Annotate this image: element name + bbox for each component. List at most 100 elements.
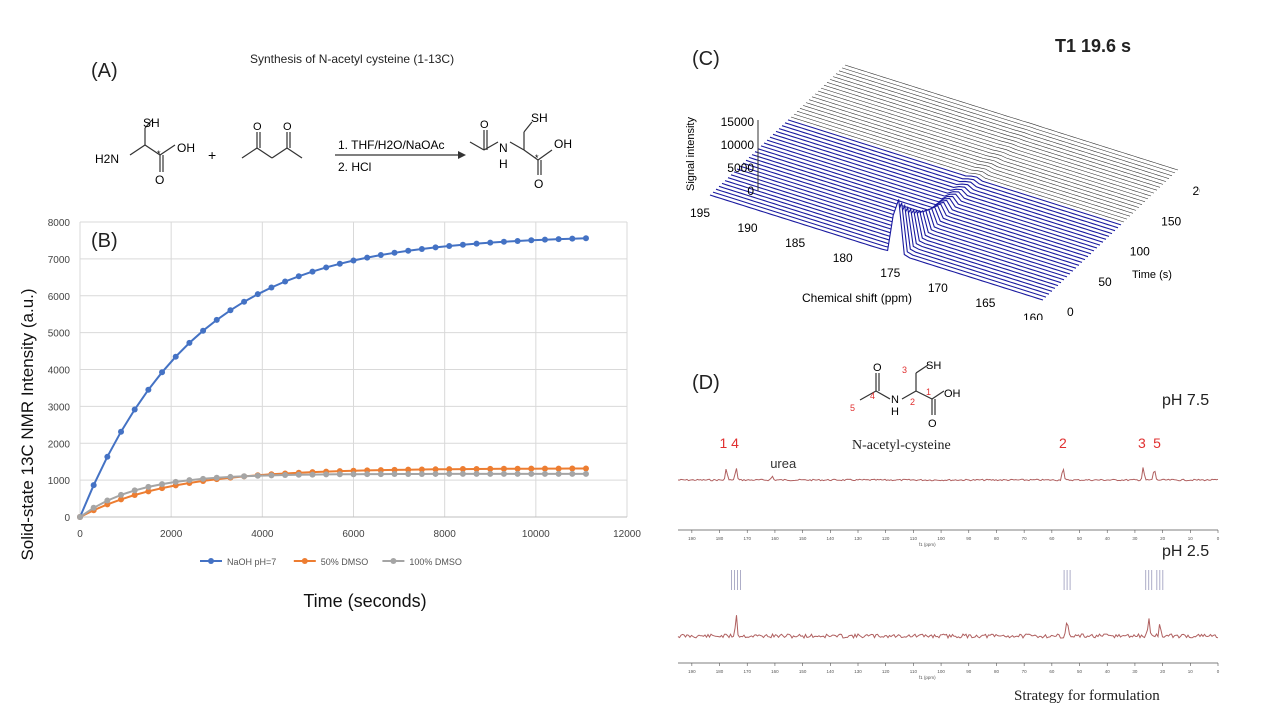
data-point xyxy=(254,472,261,479)
ppm-axis-bottom-tick-label: 190 xyxy=(688,669,696,674)
data-point xyxy=(200,475,207,482)
y-tick-label: 0 xyxy=(64,513,70,524)
data-point xyxy=(159,369,166,376)
spectrum-trace xyxy=(784,122,1119,229)
spectrum-trace xyxy=(772,133,1107,240)
nac-sh: SH xyxy=(531,111,548,125)
ppm-axis-top-tick-label: 80 xyxy=(994,536,1000,541)
atom-num-4: 4 xyxy=(870,391,875,401)
struct-o2: O xyxy=(928,418,937,430)
data-point xyxy=(118,428,125,435)
data-point xyxy=(254,291,261,298)
data-point xyxy=(213,474,220,481)
reaction-step1: 1. THF/H2O/NaOAc xyxy=(338,138,444,152)
data-point xyxy=(104,453,111,460)
data-point xyxy=(473,470,480,477)
data-point xyxy=(541,236,548,243)
data-point xyxy=(473,240,480,247)
data-point xyxy=(569,470,576,477)
peak-label-2: 2 xyxy=(1059,435,1067,451)
data-point xyxy=(459,470,466,477)
spectrum-trace xyxy=(763,142,1098,249)
ppm-axis-top-tick-label: 70 xyxy=(1022,536,1028,541)
data-point xyxy=(514,470,521,477)
data-point xyxy=(432,244,439,251)
data-point xyxy=(541,470,548,477)
panel-b-label: (B) xyxy=(91,230,118,252)
nac-label-star: * xyxy=(535,153,539,163)
data-point xyxy=(172,353,179,360)
data-point xyxy=(350,257,357,264)
data-point xyxy=(336,260,343,267)
nac-structure xyxy=(469,121,553,175)
peak-label-urea: urea xyxy=(770,456,797,471)
ppm-axis-top-tick-label: 160 xyxy=(771,536,779,541)
struct-sh: SH xyxy=(926,360,941,372)
panel-a-label: (A) xyxy=(91,60,118,82)
reaction-step2: 2. HCl xyxy=(338,160,371,174)
cys-o: O xyxy=(155,173,164,187)
data-point xyxy=(77,514,83,520)
ppm-axis-bottom-tick-label: 60 xyxy=(1049,669,1055,674)
data-point xyxy=(90,504,97,511)
y-tick-label: 7000 xyxy=(48,255,71,266)
spectrum-trace xyxy=(721,182,1056,289)
ppm-axis-top-tick-label: 180 xyxy=(716,536,724,541)
spectrum-trace xyxy=(832,76,1167,182)
shift-tick: 185 xyxy=(785,236,805,250)
data-point xyxy=(268,472,275,479)
spectrum-trace xyxy=(835,73,1170,179)
data-point xyxy=(528,470,535,477)
atom-num-5: 5 xyxy=(850,403,855,413)
ppm-axis-top-tick-label: 100 xyxy=(937,536,945,541)
data-point xyxy=(405,247,412,254)
nac-numbered-structure: O N H SH OH O 1 2 3 4 5 xyxy=(850,360,961,430)
data-point xyxy=(418,466,425,473)
x-tick-label: 10000 xyxy=(522,529,550,540)
data-point xyxy=(145,483,152,490)
spectrum-trace xyxy=(841,67,1176,174)
data-point xyxy=(131,492,138,499)
spectrum-trace xyxy=(778,128,1113,235)
synthesis-scheme: SH H2N OH O * + O O 1. THF/H2O/NaOAc 2. … xyxy=(95,111,572,191)
cys-label-star: * xyxy=(157,149,161,159)
time-axis-title: Time (s) xyxy=(1132,269,1172,281)
data-point xyxy=(446,470,453,477)
x-axis-title: Time (seconds) xyxy=(303,591,426,611)
data-point xyxy=(473,465,480,472)
data-point xyxy=(364,254,371,261)
data-point xyxy=(145,488,152,495)
time-tick: 100 xyxy=(1130,245,1150,259)
time-tick: 150 xyxy=(1161,214,1181,228)
series-line-1 xyxy=(79,467,586,518)
time-tick: 200 xyxy=(1193,184,1200,198)
spectrum-trace xyxy=(754,151,1089,258)
data-point xyxy=(391,466,398,473)
spectrum-trace xyxy=(820,87,1155,194)
data-point xyxy=(118,491,125,498)
cys-oh: OH xyxy=(177,141,195,155)
atom-num-3: 3 xyxy=(902,365,907,375)
x-tick-label: 4000 xyxy=(251,529,274,540)
time-tick: 0 xyxy=(1067,305,1074,319)
data-point xyxy=(186,339,193,346)
shift-tick: 165 xyxy=(975,296,995,310)
data-point xyxy=(528,465,535,472)
x-tick-label: 12000 xyxy=(613,529,641,540)
legend-swatch-marker xyxy=(208,558,214,564)
anh-o2: O xyxy=(283,121,292,133)
intensity-tick: 10000 xyxy=(721,138,755,152)
peak-label-1-4: 1 4 xyxy=(719,435,739,451)
spectrum-trace xyxy=(808,99,1143,205)
peak-label-3: 3 xyxy=(1138,435,1146,451)
data-point xyxy=(295,273,302,280)
data-point xyxy=(514,465,521,472)
ppm-axis-top-tick-label: 170 xyxy=(743,536,751,541)
data-point xyxy=(295,471,302,478)
data-point xyxy=(282,472,289,479)
data-point xyxy=(582,465,589,472)
legend-swatch-marker xyxy=(301,558,308,564)
shift-tick: 175 xyxy=(880,266,900,280)
data-point xyxy=(459,241,466,248)
nac-h: H xyxy=(499,157,508,171)
